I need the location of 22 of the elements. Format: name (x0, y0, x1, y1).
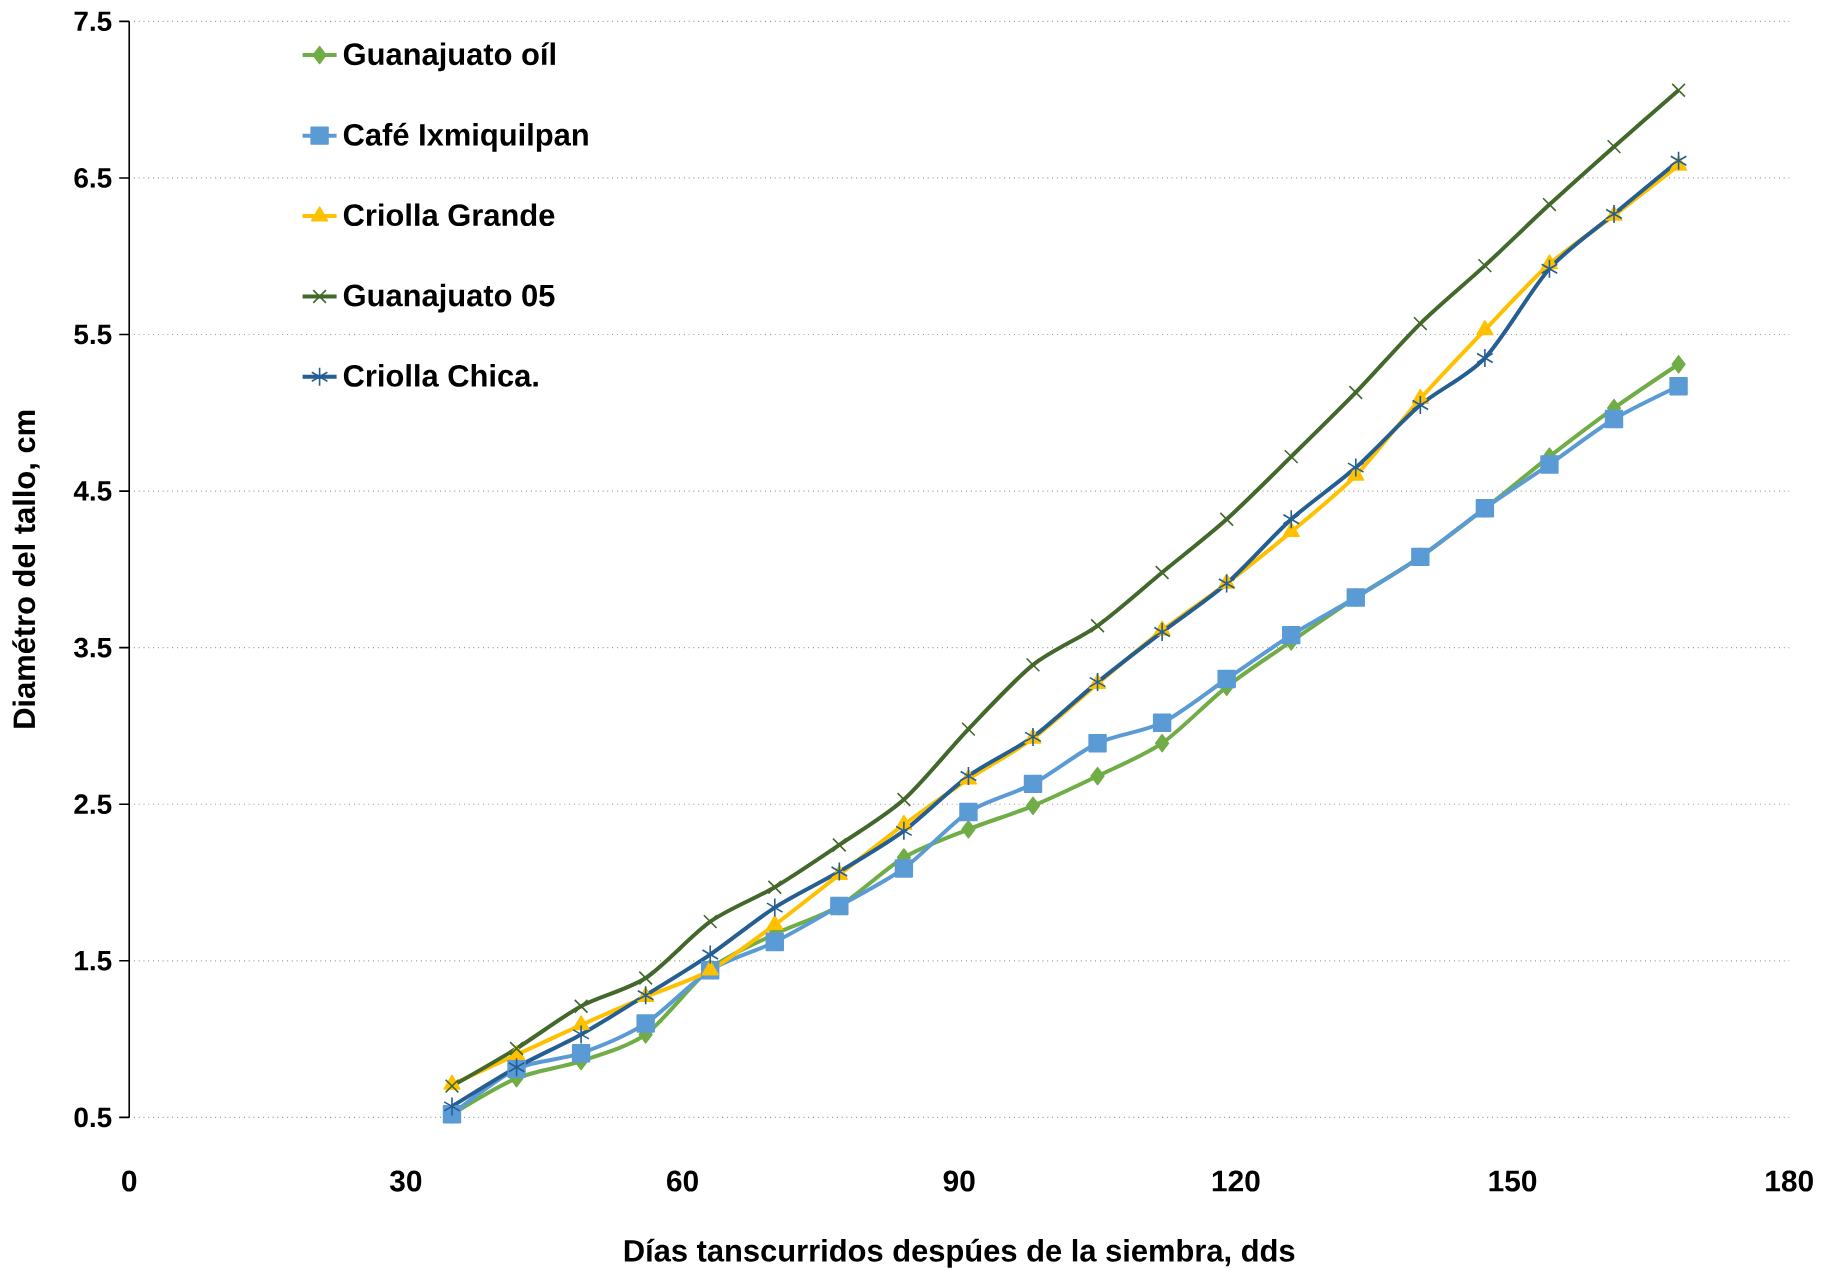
legend-label: Guanajuato 05 (343, 283, 555, 313)
x-tick-label: 180 (1766, 1170, 1813, 1192)
y-tick-label: 5.5 (74, 324, 112, 345)
y-tick-label: 3.5 (74, 637, 112, 658)
y-tick-label: 2.5 (74, 794, 112, 815)
y-tick-label: 7.5 (74, 11, 112, 32)
y-tick-label: 1.5 (75, 951, 112, 971)
y-axis-title: Diamétro del tallo, cm (12, 410, 40, 728)
x-tick-label: 150 (1489, 1170, 1537, 1192)
legend-label: Criolla Grande (343, 203, 555, 227)
x-tick-label: 0 (122, 1170, 137, 1192)
x-tick-label: 90 (943, 1170, 975, 1192)
y-tick-label: 4.5 (73, 481, 112, 501)
y-tick-label: 0.5 (74, 1107, 112, 1128)
y-tick-label: 6.5 (74, 168, 112, 188)
legend-label: Café Ixmiquilpan (343, 122, 588, 152)
x-tick-label: 120 (1212, 1170, 1260, 1192)
x-axis-title: Días tanscurridos despúes de la siembra, dds (624, 1238, 1295, 1268)
legend-label: Criolla Chica. (343, 364, 538, 387)
x-tick-label: 60 (667, 1170, 698, 1192)
legend-label: Guanajuato oíl (343, 42, 555, 72)
x-tick-label: 30 (389, 1170, 422, 1192)
